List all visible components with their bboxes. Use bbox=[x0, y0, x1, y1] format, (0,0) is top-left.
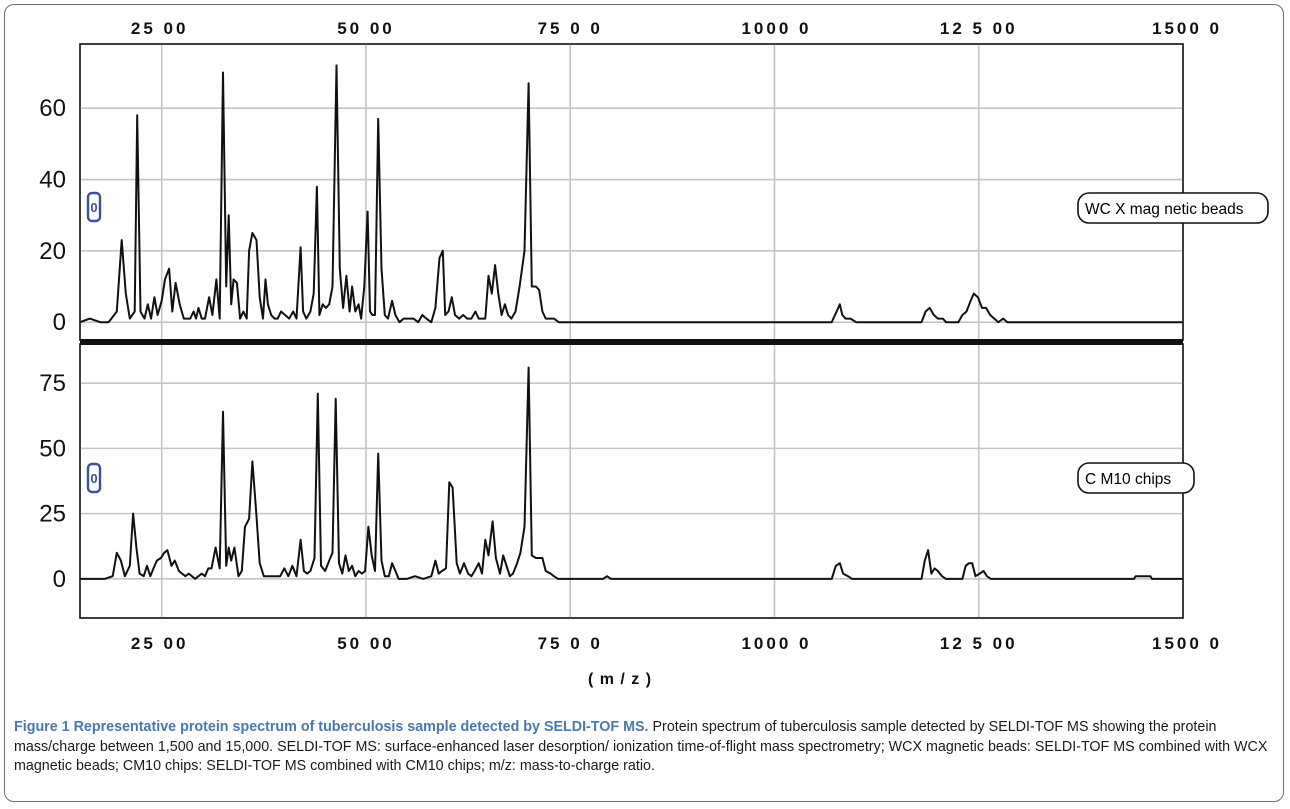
x-tick-label-bottom: 25 00 bbox=[131, 634, 189, 653]
x-tick-label-bottom: 75 0 0 bbox=[538, 634, 603, 653]
panel-1-series-label: WC X mag netic beads bbox=[1085, 201, 1244, 218]
panel-2-y-tick-label: 75 bbox=[39, 370, 66, 397]
panel-1-badge-text: 0 bbox=[90, 200, 97, 215]
panel-1-y-tick-label: 20 bbox=[39, 238, 66, 265]
x-tick-label-top: 1000 0 bbox=[741, 19, 811, 38]
x-tick-label-top: 25 00 bbox=[131, 19, 189, 38]
x-tick-label-top: 50 00 bbox=[337, 19, 395, 38]
panel-2-y-tick-label: 0 bbox=[53, 566, 66, 593]
panel-2-y-tick-label: 50 bbox=[39, 435, 66, 462]
x-tick-label-bottom: 50 00 bbox=[337, 634, 395, 653]
caption-title: Representative protein spectrum of tuber… bbox=[73, 719, 649, 735]
panel-1-y-tick-label: 40 bbox=[39, 167, 66, 194]
caption-body: Protein spectrum of tuberculosis sample … bbox=[14, 719, 1268, 774]
x-tick-label-bottom: 1500 0 bbox=[1152, 634, 1222, 653]
panel-2-badge bbox=[86, 462, 102, 494]
x-tick-label-bottom: 12 5 00 bbox=[940, 634, 1018, 653]
x-tick-label-bottom: 1000 0 bbox=[741, 634, 811, 653]
panel-1-plot-area bbox=[79, 43, 1184, 341]
panel-2-spectrum-line bbox=[80, 366, 1183, 580]
x-tick-label-top: 1500 0 bbox=[1152, 19, 1222, 38]
panel-1-badge bbox=[86, 191, 102, 223]
x-axis-label: ( m / z ) bbox=[588, 671, 652, 688]
x-tick-label-top: 75 0 0 bbox=[538, 19, 603, 38]
panel-1-y-tick-label: 60 bbox=[39, 95, 66, 122]
panel-2-badge-text: 0 bbox=[90, 471, 97, 486]
caption-label: Figure 1 bbox=[14, 719, 70, 735]
panel-1-spectrum-line bbox=[79, 64, 1183, 324]
panel-2-plot-area bbox=[79, 343, 1184, 619]
panel-1-series-label-box bbox=[1077, 192, 1269, 224]
panel-2-series-label-box bbox=[1077, 462, 1195, 494]
spectrum-chart: 0 20 40 60 0 WC X mag netic beads 0 25 50 75 0 C M1… bbox=[39, 19, 1269, 688]
x-tick-label-top: 12 5 00 bbox=[940, 19, 1018, 38]
panel-2-y-tick-label: 25 bbox=[39, 501, 66, 528]
panel-2-series-label: C M10 chips bbox=[1085, 471, 1171, 488]
figure-caption: Figure 1 Representative protein spectrum… bbox=[14, 718, 1276, 777]
panel-divider bbox=[80, 339, 1183, 345]
panel-1-y-tick-label: 0 bbox=[53, 309, 66, 336]
